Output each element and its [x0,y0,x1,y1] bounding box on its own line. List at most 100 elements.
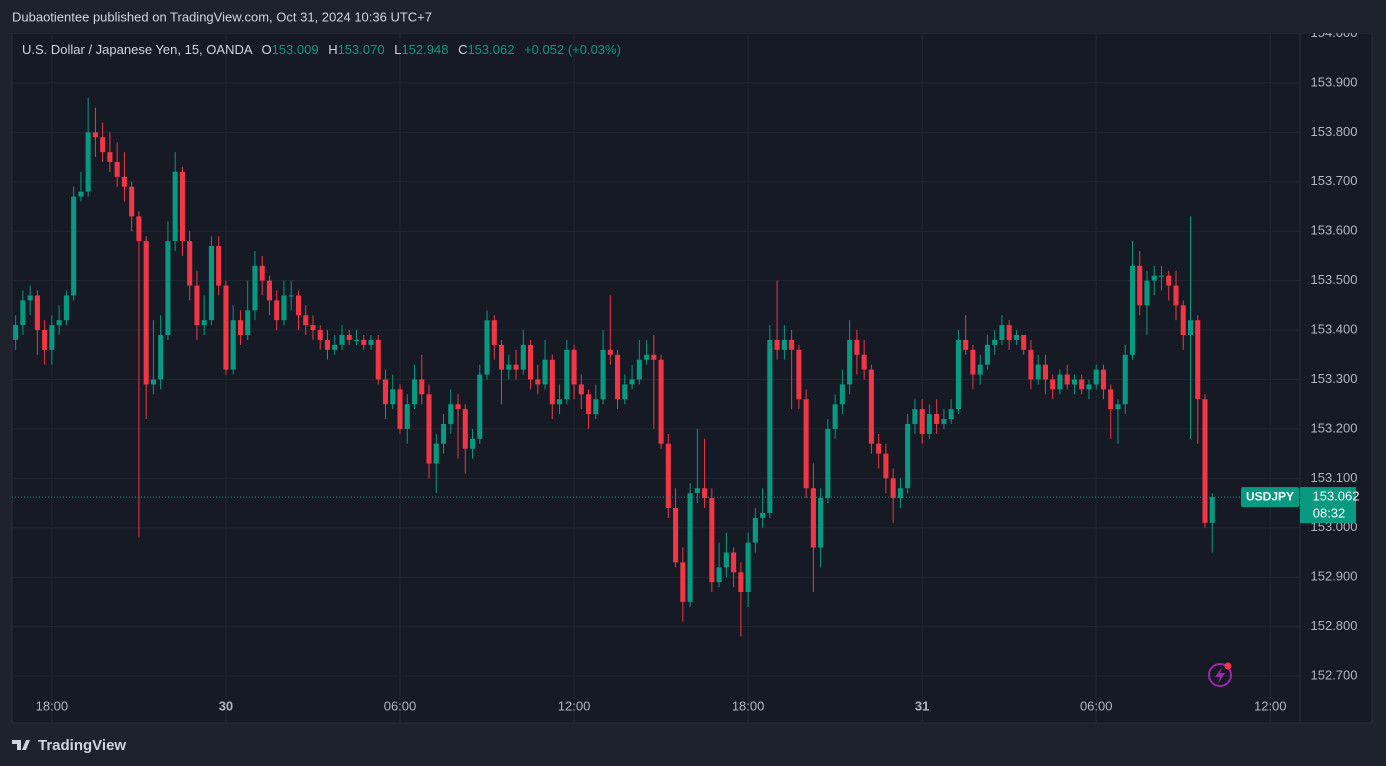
candle-body [1028,349,1034,380]
legend-label: L [394,42,401,57]
candle-body [1042,364,1048,380]
candle-body [491,320,497,345]
candle-body [92,132,98,138]
candle-body [85,132,91,192]
candle-body [1093,369,1099,385]
candle-body [600,349,606,400]
candle-body [259,265,265,281]
candle-body [339,334,345,345]
y-tick-label: 153.600 [1311,223,1358,238]
candle-body [237,320,243,335]
logo[interactable]: TradingView [12,737,126,754]
countdown-label: 08:32 [1313,506,1346,521]
candle-body [520,344,526,370]
candle-body [187,241,193,286]
candle-body [368,339,374,345]
price-tag [1300,487,1356,524]
candle-body [607,349,613,355]
candle-body [1071,379,1077,385]
candle-body [361,339,367,345]
candle-body [498,344,505,370]
candle-body [839,384,845,405]
y-tick-label: 153.300 [1311,371,1358,386]
x-tick-label: 31 [915,698,929,713]
candle-body [673,507,679,563]
legend-value: 152.948 [401,42,448,57]
candle-body [324,339,331,350]
candle-body [56,320,62,326]
candle-body [165,241,171,335]
candle-body [861,354,867,370]
candle-body [1173,285,1179,306]
y-tick-label: 153.900 [1311,74,1358,89]
candle-body [1100,369,1107,390]
candle-body [702,488,708,499]
candle-body [513,364,519,370]
candle-body [854,339,860,355]
candle-body [745,542,751,593]
y-tick-label: 153.400 [1311,321,1358,336]
candle-body [955,339,961,410]
candle-body [27,295,33,301]
candle-body [121,176,127,187]
header-bar [0,0,1386,33]
legend-value: 153.062 [467,42,514,57]
x-tick-label: 12:00 [1254,698,1287,713]
candle-body [629,379,635,385]
candle-body [941,419,947,424]
candle-body [433,443,439,464]
candle-body [63,295,69,321]
candle-body [992,339,998,345]
candle-body [281,295,287,321]
candle-body [375,339,381,380]
candle-body [34,295,40,331]
candle-body [107,152,113,163]
candle-body [1064,374,1070,385]
candle-body [1021,334,1027,350]
candle-body [527,344,534,380]
candle-body [557,399,563,405]
bolt-icon[interactable] [1208,662,1232,687]
candle-body [1158,275,1165,277]
candle-body [796,349,802,400]
candle-body [571,349,577,385]
candle-body [912,409,918,424]
candle-body [230,320,236,370]
candle-body [658,359,664,444]
candle-body [288,295,294,297]
candle-body [353,339,360,341]
candle-body [578,384,584,395]
header: Dubaotientee published on TradingView.co… [12,9,432,24]
candle-body [868,369,874,444]
legend: U.S. Dollar / Japanese Yen, 15, OANDA O1… [22,42,621,57]
candle-body [172,171,178,242]
candle-body [680,562,686,602]
candle-body [194,285,200,326]
y-tick-label: 152.700 [1311,667,1358,682]
candle-body [847,339,853,385]
x-tick-label: 06:00 [1080,698,1113,713]
candle-body [1144,280,1150,306]
legend-label: C [458,42,467,57]
candle-body [977,364,983,375]
y-tick-label: 153.700 [1311,173,1358,188]
candle-body [295,295,302,316]
candle-body [158,334,164,380]
candle-body [223,285,229,370]
y-tick-label: 152.800 [1311,618,1358,633]
candle-body [1166,275,1172,286]
candle-body [999,325,1005,340]
y-tick-label: 153.100 [1311,470,1358,485]
candle-body [890,478,896,499]
legend-label: H [328,42,337,57]
candle-body [586,394,592,415]
symbol-tag [1241,487,1299,508]
candle-body [723,552,729,568]
candle-body [114,162,120,177]
candle-body [20,300,26,326]
x-tick-label: 06:00 [384,698,417,713]
candle-body [216,246,222,286]
candle-body [810,488,816,548]
candle-body [622,384,628,400]
candle-body [897,488,903,499]
